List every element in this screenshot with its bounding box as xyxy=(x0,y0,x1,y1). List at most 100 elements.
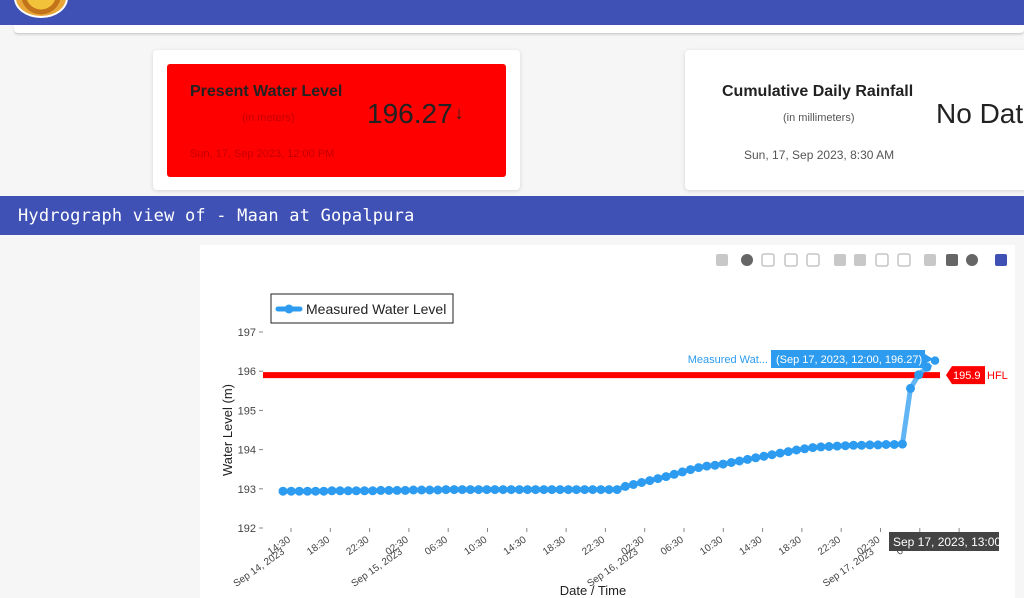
series-point[interactable] xyxy=(808,443,818,453)
legend-label[interactable]: Measured Water Level xyxy=(306,301,446,317)
series-point[interactable] xyxy=(539,485,549,495)
camera-icon[interactable] xyxy=(716,254,728,266)
series-point[interactable] xyxy=(531,485,541,495)
series-point[interactable] xyxy=(637,478,647,487)
series-point[interactable] xyxy=(645,476,655,486)
series-point[interactable] xyxy=(840,441,850,451)
series-point[interactable] xyxy=(482,485,492,495)
highlighted-point[interactable] xyxy=(929,354,941,367)
series-point[interactable] xyxy=(425,485,435,495)
series-point[interactable] xyxy=(661,472,671,482)
series-point[interactable] xyxy=(286,486,296,496)
pan-icon[interactable] xyxy=(761,253,775,267)
series-point[interactable] xyxy=(759,451,769,461)
series-point[interactable] xyxy=(417,485,427,495)
series-point[interactable] xyxy=(498,485,508,495)
series-point[interactable] xyxy=(620,481,630,491)
series-point[interactable] xyxy=(343,486,353,496)
series-point[interactable] xyxy=(294,486,304,496)
lasso-icon[interactable] xyxy=(806,253,820,267)
series-point[interactable] xyxy=(726,458,736,467)
zoom-out-icon[interactable] xyxy=(854,254,866,266)
x-tick-label: 22:30 xyxy=(816,534,843,558)
series-point[interactable] xyxy=(710,460,720,470)
series-point[interactable] xyxy=(881,440,891,449)
closest-hover-icon[interactable] xyxy=(966,254,978,266)
series-point[interactable] xyxy=(800,444,810,454)
series-point[interactable] xyxy=(906,383,915,393)
series-point[interactable] xyxy=(368,486,378,496)
series-point[interactable] xyxy=(914,370,924,380)
series-point[interactable] xyxy=(743,454,752,464)
series-point[interactable] xyxy=(694,463,704,473)
series-point[interactable] xyxy=(563,485,573,495)
water-level-title: Present Water Level xyxy=(190,83,343,100)
series-point[interactable] xyxy=(408,485,418,495)
series-point[interactable] xyxy=(376,485,386,495)
hydrograph-plot[interactable]: 192 193 194 195 196 197 Water Level (m) Date / … xyxy=(200,245,1015,598)
series-point[interactable] xyxy=(604,485,614,495)
series-point[interactable] xyxy=(384,485,394,495)
series-point[interactable] xyxy=(873,440,883,450)
box-select-icon[interactable] xyxy=(784,253,798,267)
series-point[interactable] xyxy=(783,447,793,457)
hydrograph-svg[interactable]: 192 193 194 195 196 197 Water Level (m) Date / … xyxy=(200,245,1015,598)
series-point[interactable] xyxy=(490,485,500,495)
series-point[interactable] xyxy=(767,450,777,460)
series-point[interactable] xyxy=(278,486,288,496)
spike-lines-icon[interactable] xyxy=(924,254,936,266)
series-point[interactable] xyxy=(832,441,842,451)
series-point[interactable] xyxy=(514,485,524,495)
series-point[interactable] xyxy=(441,485,451,495)
series-point[interactable] xyxy=(555,485,565,495)
y-axis-title: Water Level (m) xyxy=(220,384,235,476)
series-point[interactable] xyxy=(465,485,475,495)
reset-axes-icon[interactable] xyxy=(897,253,911,267)
series-point[interactable] xyxy=(734,456,744,466)
zoom-in-icon[interactable] xyxy=(834,254,846,266)
series-point[interactable] xyxy=(400,485,410,495)
series-point[interactable] xyxy=(360,486,369,496)
series-point[interactable] xyxy=(889,440,899,449)
series-point[interactable] xyxy=(319,486,329,496)
zoom-icon[interactable] xyxy=(741,254,753,266)
series-point[interactable] xyxy=(335,486,345,496)
series-point[interactable] xyxy=(865,440,875,450)
series-point[interactable] xyxy=(849,440,858,450)
series-point[interactable] xyxy=(392,485,402,495)
series-point[interactable] xyxy=(449,485,459,495)
series-point[interactable] xyxy=(628,480,638,489)
series-point[interactable] xyxy=(718,459,728,469)
series-point[interactable] xyxy=(669,469,679,479)
autoscale-icon[interactable] xyxy=(875,253,889,267)
series-point[interactable] xyxy=(612,485,622,495)
series-point[interactable] xyxy=(351,486,361,496)
series-point[interactable] xyxy=(311,486,321,496)
plotly-logo-icon[interactable] xyxy=(995,254,1007,266)
series-point[interactable] xyxy=(653,474,663,484)
series-point[interactable] xyxy=(677,467,687,477)
compare-hover-icon[interactable] xyxy=(946,254,958,266)
series-point[interactable] xyxy=(571,485,581,495)
series-point[interactable] xyxy=(702,461,712,471)
series-point[interactable] xyxy=(547,485,557,495)
series-point[interactable] xyxy=(824,442,834,451)
series-point[interactable] xyxy=(816,442,826,452)
series-point[interactable] xyxy=(506,485,516,495)
series-point[interactable] xyxy=(580,485,590,495)
series-point[interactable] xyxy=(775,448,785,458)
series-point[interactable] xyxy=(686,465,695,475)
series-point[interactable] xyxy=(596,485,606,495)
series-point[interactable] xyxy=(433,485,443,495)
series-point[interactable] xyxy=(523,485,532,495)
series-point[interactable] xyxy=(303,486,312,496)
series-point[interactable] xyxy=(327,486,337,496)
series-point[interactable] xyxy=(588,485,598,495)
series-point[interactable] xyxy=(792,445,801,455)
series-point[interactable] xyxy=(857,440,867,450)
series-point[interactable] xyxy=(474,485,484,495)
x-tick-label: 10:30 xyxy=(462,534,489,558)
series-point[interactable] xyxy=(897,439,907,449)
series-point[interactable] xyxy=(457,485,467,495)
series-point[interactable] xyxy=(751,453,761,463)
